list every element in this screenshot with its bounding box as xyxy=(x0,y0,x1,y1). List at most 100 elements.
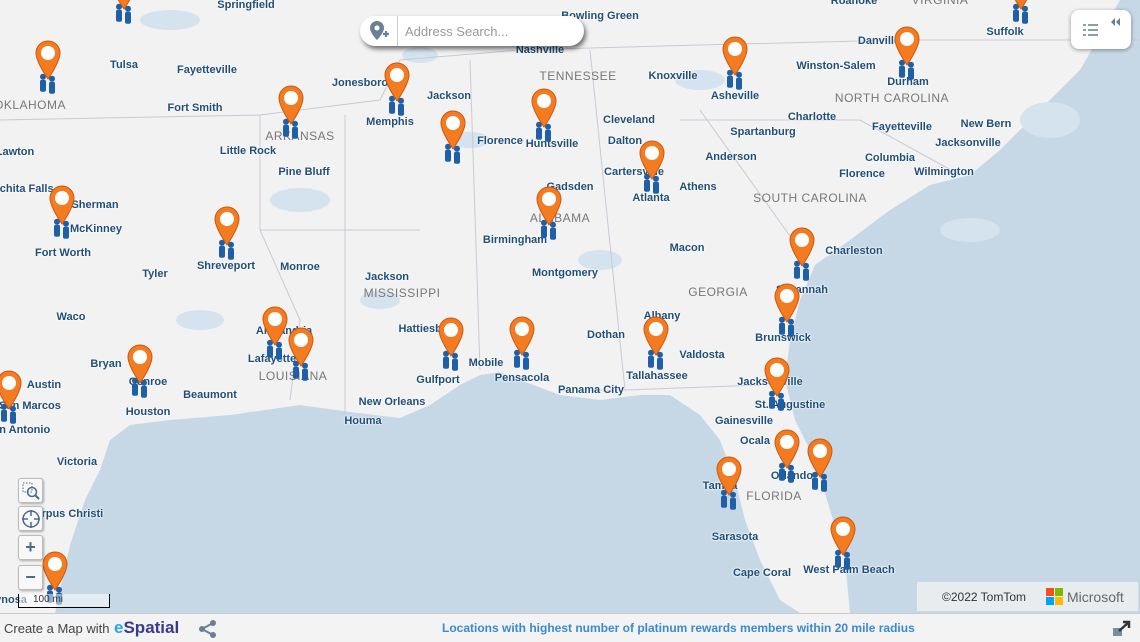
members-cluster[interactable] xyxy=(765,390,789,414)
location-pin[interactable] xyxy=(262,306,288,346)
location-pin[interactable] xyxy=(536,186,562,226)
location-pin[interactable] xyxy=(1008,0,1034,10)
espatial-logo[interactable]: eSpatial xyxy=(114,618,180,637)
members-cluster[interactable] xyxy=(831,549,855,573)
location-pin[interactable] xyxy=(716,456,742,496)
people-icon xyxy=(835,549,850,570)
members-cluster[interactable] xyxy=(128,377,152,401)
location-pin[interactable] xyxy=(643,316,669,356)
location-pin[interactable] xyxy=(894,26,920,66)
zoom-in-button[interactable]: + xyxy=(18,535,43,560)
zoom-box-button[interactable] xyxy=(18,478,43,503)
city-label: Anderson xyxy=(705,151,757,163)
location-pin[interactable] xyxy=(440,110,466,150)
locate-icon xyxy=(21,509,40,528)
address-search[interactable] xyxy=(360,16,584,46)
city-label: Springfield xyxy=(217,0,275,11)
members-cluster[interactable] xyxy=(215,239,239,263)
location-pin[interactable] xyxy=(509,316,535,356)
location-pin[interactable] xyxy=(35,40,61,80)
members-cluster[interactable] xyxy=(775,462,799,486)
location-pin[interactable] xyxy=(789,227,815,267)
members-cluster[interactable] xyxy=(385,95,409,119)
location-pin[interactable] xyxy=(278,85,304,125)
state-label: SOUTH CAROLINA xyxy=(753,191,867,205)
members-cluster[interactable] xyxy=(723,69,747,93)
legend-list-icon[interactable] xyxy=(1071,10,1131,49)
people-icon xyxy=(812,471,827,492)
city-label: Dalton xyxy=(607,135,643,147)
city-label: Tyler xyxy=(142,268,168,280)
people-icon xyxy=(1,403,16,424)
city-label: New Bern xyxy=(960,118,1012,130)
address-search-input[interactable] xyxy=(403,22,577,40)
location-pin[interactable] xyxy=(49,185,75,225)
map-pin-icon xyxy=(278,85,304,125)
city-label: Wichita Falls xyxy=(0,183,54,195)
expand-icon[interactable] xyxy=(1113,620,1131,636)
location-pin[interactable] xyxy=(531,88,557,128)
city-label: Huntsville xyxy=(525,138,579,150)
add-location-icon[interactable] xyxy=(360,16,398,46)
members-cluster[interactable] xyxy=(537,219,561,243)
city-label: Jonesboro xyxy=(331,77,389,89)
location-pin[interactable] xyxy=(42,551,68,591)
share-icon[interactable] xyxy=(198,619,218,639)
legend-button[interactable] xyxy=(1071,10,1131,49)
people-icon xyxy=(1013,3,1028,24)
city-label: Charlotte xyxy=(787,111,837,123)
map-pin-icon xyxy=(0,370,22,410)
location-pin[interactable] xyxy=(214,206,240,246)
map-pin-icon xyxy=(49,185,75,225)
members-cluster[interactable] xyxy=(640,173,664,197)
members-cluster[interactable] xyxy=(50,218,74,242)
members-cluster[interactable] xyxy=(263,339,287,363)
location-pin[interactable] xyxy=(722,36,748,76)
city-label: Florence xyxy=(839,168,885,180)
map[interactable]: ARKANSAS TENNESSEE ALABAMA MISSISSIPPI GEORG… xyxy=(0,0,1140,613)
people-icon xyxy=(727,69,742,90)
members-cluster[interactable] xyxy=(1009,3,1033,27)
location-pin[interactable] xyxy=(0,370,22,410)
city-label: Birmingham xyxy=(482,234,548,246)
location-pin[interactable] xyxy=(639,140,665,180)
people-icon xyxy=(541,219,556,240)
location-pin[interactable] xyxy=(830,516,856,556)
city-label: Fort Worth xyxy=(34,247,92,259)
city-label: Little Rock xyxy=(219,145,277,157)
members-cluster[interactable] xyxy=(441,143,465,167)
location-pin[interactable] xyxy=(764,357,790,397)
city-label: Waco xyxy=(56,311,86,323)
members-cluster[interactable] xyxy=(717,489,741,513)
state-label: VIRGINIA xyxy=(911,0,969,7)
people-icon xyxy=(389,95,404,116)
locate-button[interactable] xyxy=(18,506,43,531)
location-pin[interactable] xyxy=(127,344,153,384)
location-pin[interactable] xyxy=(807,438,833,478)
location-pin[interactable] xyxy=(774,429,800,469)
attribution: ©2022 TomTom Microsoft xyxy=(917,582,1138,611)
members-cluster[interactable] xyxy=(790,260,814,284)
members-cluster[interactable] xyxy=(510,349,534,373)
members-cluster[interactable] xyxy=(895,59,919,83)
location-pin[interactable] xyxy=(111,0,137,10)
location-pin[interactable] xyxy=(438,317,464,357)
members-cluster[interactable] xyxy=(279,118,303,142)
members-cluster[interactable] xyxy=(532,121,556,145)
city-label: Tulsa xyxy=(110,59,138,71)
members-cluster[interactable] xyxy=(112,3,136,27)
members-cluster[interactable] xyxy=(439,350,463,374)
members-cluster[interactable] xyxy=(36,73,60,97)
members-cluster[interactable] xyxy=(0,403,21,427)
members-cluster[interactable] xyxy=(644,349,668,373)
location-pin[interactable] xyxy=(288,327,314,367)
members-cluster[interactable] xyxy=(775,316,799,340)
city-label: Fayetteville xyxy=(872,121,932,133)
city-label: Monroe xyxy=(280,261,320,273)
members-cluster[interactable] xyxy=(808,471,832,495)
members-cluster[interactable] xyxy=(289,360,313,384)
zoom-out-button[interactable]: − xyxy=(18,565,43,590)
location-pin[interactable] xyxy=(384,62,410,102)
location-pin[interactable] xyxy=(774,283,800,323)
map-pin-icon xyxy=(42,551,68,591)
